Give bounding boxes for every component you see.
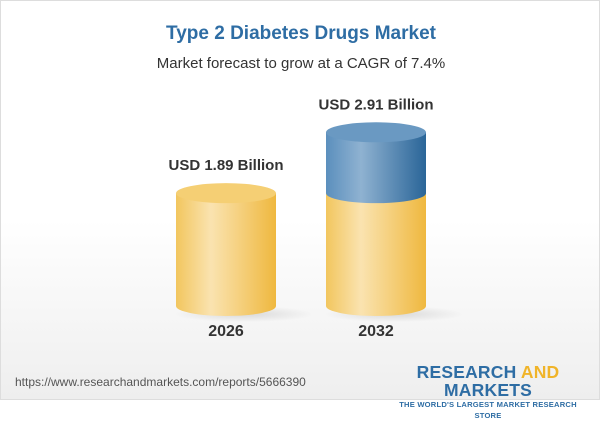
source-url[interactable]: https://www.researchandmarkets.com/repor… (15, 375, 306, 389)
chart-area: USD 1.89 Billion 2026 USD 2.91 Billion 2032 (168, 96, 464, 340)
category-label: 2026 (208, 323, 244, 340)
logo-word-and: AND (520, 362, 560, 382)
data-label: USD 1.89 Billion (168, 157, 283, 174)
cylinder-2026-top (176, 183, 276, 204)
chart-title: Type 2 Diabetes Drugs Market (166, 23, 436, 44)
cylinder-2026-body (176, 193, 276, 316)
chart-subtitle: Market forecast to grow at a CAGR of 7.4… (156, 55, 446, 72)
cylinder-growth-2032-body (326, 132, 426, 204)
research-and-markets-logo: RESEARCH AND MARKETS THE WORLD'S LARGEST… (385, 363, 591, 421)
data-label: USD 2.91 Billion (318, 96, 433, 113)
logo-word-research: RESEARCH (416, 362, 517, 382)
logo-word-markets: MARKETS (444, 380, 532, 400)
category-label: 2032 (358, 323, 394, 340)
cylinder-base-2032-body (326, 193, 426, 316)
cylinder-growth-2032-top (326, 122, 426, 143)
logo-tagline: THE WORLD'S LARGEST MARKET RESEARCH STOR… (399, 400, 577, 420)
